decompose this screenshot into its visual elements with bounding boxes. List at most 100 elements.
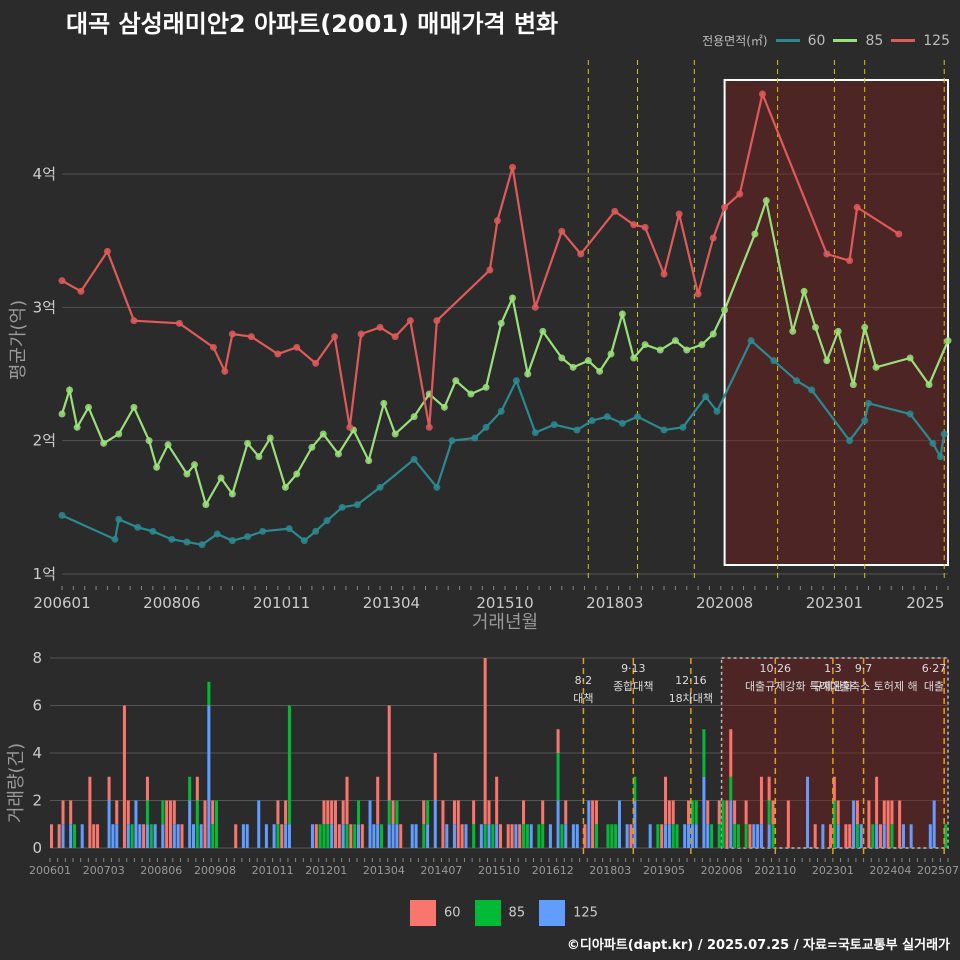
volume-bar	[525, 824, 529, 848]
volume-bar	[890, 800, 894, 825]
legend-swatch-85	[833, 39, 858, 42]
volume-bar	[483, 824, 487, 848]
price-point-85	[698, 341, 706, 349]
volume-bar	[564, 824, 568, 848]
volume-bar	[944, 824, 948, 848]
price-point-125	[509, 163, 517, 171]
price-point-125	[293, 343, 301, 351]
volume-bar	[172, 824, 176, 848]
volume-bar	[901, 824, 905, 848]
price-point-125	[558, 227, 566, 235]
volume-bar	[702, 776, 706, 848]
volume-bar	[353, 824, 357, 848]
volume-bar	[322, 824, 326, 848]
price-point-60	[410, 455, 418, 463]
volume-bar	[875, 824, 879, 848]
price-x-tick: 202301	[806, 594, 863, 612]
volume-bar	[744, 824, 748, 848]
volume-bar	[483, 658, 487, 825]
price-point-85	[217, 474, 225, 482]
volume-bar	[867, 800, 871, 848]
volume-bar	[690, 800, 694, 825]
volume-bar	[138, 824, 142, 848]
price-point-85	[906, 354, 914, 362]
price-x-title: 거래년월	[472, 612, 538, 633]
volume-bar	[287, 705, 291, 825]
volume-bar	[460, 824, 464, 848]
price-point-125	[721, 203, 729, 211]
price-point-85	[73, 423, 81, 431]
chart-title: 대곡 삼성래미안2 아파트(2001) 매매가격 변화	[66, 10, 559, 38]
volume-bar	[330, 824, 334, 848]
price-x-tick: 201510	[476, 594, 533, 612]
price-x-tick: 201011	[253, 594, 310, 612]
volume-bar	[126, 824, 130, 848]
volume-y-tick: 6	[32, 697, 42, 715]
volume-x-tick: 201905	[643, 864, 685, 877]
volume-bar	[426, 824, 430, 848]
volume-bar	[314, 824, 318, 848]
volume-y-title: 거래량(건)	[6, 743, 27, 823]
volume-bar	[771, 800, 775, 825]
price-point-60	[588, 417, 596, 425]
volume-bar	[909, 824, 913, 848]
price-point-60	[770, 357, 778, 365]
volume-bar	[345, 776, 349, 825]
volume-y-tick: 2	[32, 792, 42, 810]
volume-bar	[341, 800, 345, 825]
price-point-85	[467, 390, 475, 398]
volume-bar	[61, 800, 65, 825]
volume-bar	[264, 824, 268, 848]
volume-bar	[541, 800, 545, 825]
price-point-85	[751, 230, 759, 238]
price-point-125	[103, 247, 111, 255]
volume-bar	[234, 824, 238, 848]
legend-square-85	[474, 900, 501, 926]
volume-bar	[456, 800, 460, 848]
price-y-tick: 4억	[33, 165, 56, 183]
volume-bar	[529, 824, 533, 848]
price-point-125	[493, 217, 501, 225]
price-point-125	[675, 210, 683, 218]
price-point-60	[300, 537, 308, 545]
legend-label-85: 85	[865, 32, 884, 49]
price-point-60	[713, 407, 721, 415]
price-point-60	[134, 523, 142, 531]
volume-bar	[341, 824, 345, 848]
price-point-125	[758, 90, 766, 98]
volume-bar	[426, 800, 430, 825]
volume-bar	[318, 824, 322, 848]
volume-bar	[510, 824, 514, 848]
volume-bar	[326, 824, 330, 848]
volume-bar	[168, 800, 172, 848]
volume-bar	[387, 824, 391, 848]
volume-bar	[836, 824, 840, 848]
volume-bar	[145, 800, 149, 825]
price-point-85	[153, 463, 161, 471]
price-point-125	[247, 333, 255, 341]
policy-label: 종합대책	[613, 680, 653, 693]
legend-swatch-60	[775, 39, 800, 42]
volume-bar	[495, 824, 499, 848]
volume-bar	[245, 824, 249, 848]
price-point-125	[228, 330, 236, 338]
volume-x-tick: 201612	[532, 864, 574, 877]
volume-bar	[690, 824, 694, 848]
volume-bar	[207, 705, 211, 848]
price-point-60	[376, 483, 384, 491]
price-point-85	[618, 310, 626, 318]
volume-bar	[541, 824, 545, 848]
volume-bar	[752, 824, 756, 848]
volume-bar	[928, 824, 932, 848]
volume-bar	[725, 800, 729, 848]
volume-bar	[571, 824, 575, 848]
price-point-85	[410, 413, 418, 421]
price-point-60	[213, 530, 221, 538]
volume-bar	[165, 800, 169, 848]
volume-bar	[748, 824, 752, 848]
price-point-60	[940, 430, 948, 438]
volume-bar	[387, 800, 391, 825]
volume-bar	[706, 800, 710, 825]
volume-bar	[633, 776, 637, 801]
volume-bar	[733, 824, 737, 848]
